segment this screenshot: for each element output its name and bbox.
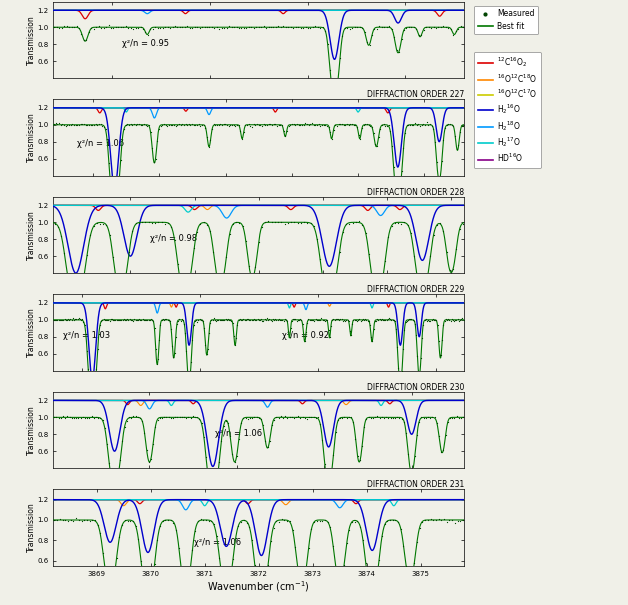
Text: DIFFRACTION ORDER 230: DIFFRACTION ORDER 230 (367, 383, 464, 392)
Text: χ²/n = 0.95: χ²/n = 0.95 (122, 39, 169, 48)
Y-axis label: Transmission: Transmission (27, 210, 36, 260)
Y-axis label: Transmission: Transmission (27, 405, 36, 455)
Text: DIFFRACTION ORDER 227: DIFFRACTION ORDER 227 (367, 90, 464, 99)
Text: DIFFRACTION ORDER 228: DIFFRACTION ORDER 228 (367, 188, 464, 197)
Text: χ²/n = 1.06: χ²/n = 1.06 (77, 139, 124, 148)
Y-axis label: Transmission: Transmission (27, 15, 36, 65)
Legend: $^{12}$C$^{16}$O$_2$, $^{16}$O$^{12}$C$^{18}$O, $^{16}$O$^{12}$C$^{17}$O, H$_2$$: $^{12}$C$^{16}$O$_2$, $^{16}$O$^{12}$C$^… (474, 52, 541, 168)
Y-axis label: Transmission: Transmission (27, 113, 36, 162)
Text: χ²/n = 1.03: χ²/n = 1.03 (63, 332, 110, 341)
Text: DIFFRACTION ORDER 229: DIFFRACTION ORDER 229 (367, 286, 464, 294)
Text: χ²/n = 1.06: χ²/n = 1.06 (215, 429, 262, 438)
Text: DIFFRACTION ORDER 226: DIFFRACTION ORDER 226 (367, 0, 464, 2)
Text: DIFFRACTION ORDER 231: DIFFRACTION ORDER 231 (367, 480, 464, 489)
Text: χ²/n = 0.92: χ²/n = 0.92 (283, 332, 329, 341)
Y-axis label: Transmission: Transmission (27, 503, 36, 552)
Text: χ²/n = 1.06: χ²/n = 1.06 (194, 538, 241, 548)
Y-axis label: Transmission: Transmission (27, 307, 36, 358)
X-axis label: Wavenumber (cm$^{-1}$): Wavenumber (cm$^{-1}$) (207, 580, 310, 594)
Text: χ²/n = 0.98: χ²/n = 0.98 (149, 234, 197, 243)
